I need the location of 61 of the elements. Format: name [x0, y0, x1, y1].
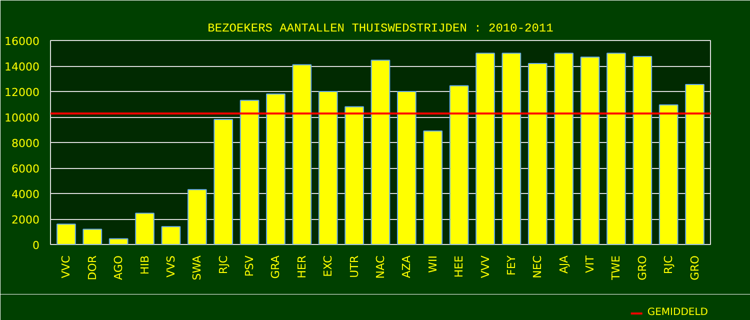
legend-label: GEMIDDELD: [647, 307, 708, 318]
y-tick-label: 14000: [4, 60, 40, 74]
y-tick-label: 2000: [12, 214, 40, 226]
bar: [606, 52, 626, 244]
x-tick-label: WII: [426, 255, 440, 273]
bar: [685, 84, 704, 244]
x-tick-label: PSV: [243, 255, 256, 277]
x-tick-label: AZA: [400, 255, 414, 278]
bar: [161, 226, 181, 244]
bar: [188, 189, 207, 244]
x-tick-label: TWE: [610, 255, 623, 282]
bar: [370, 60, 390, 244]
bar: [632, 56, 652, 244]
x-tick-label: VVV: [478, 255, 492, 278]
x-tick-label: SWA: [190, 255, 204, 280]
x-tick-label: UTR: [348, 255, 361, 278]
bar: [449, 85, 469, 244]
chart-title: BEZOEKERS AANTALLEN THUISWEDSTRIJDEN : 2010-2011: [208, 22, 554, 36]
bar: [423, 130, 443, 244]
x-tick-label: GRO: [636, 255, 649, 280]
x-tick-label: AGO: [112, 255, 126, 280]
x-tick-label: DOR: [86, 255, 99, 280]
bar: [344, 106, 364, 244]
bar: [214, 119, 234, 244]
bar: [476, 52, 495, 244]
bar: [502, 52, 522, 244]
bar: [266, 94, 286, 244]
bar: [240, 100, 260, 244]
bar: [397, 91, 416, 244]
y-tick-label: 4000: [12, 188, 40, 201]
y-tick-label: 16000: [4, 35, 40, 48]
x-tick-label: RJC: [662, 255, 676, 274]
bar: [658, 104, 678, 244]
x-tick-label: VIT: [584, 255, 597, 273]
bar: [56, 224, 76, 244]
y-tick-label: 6000: [12, 162, 40, 176]
x-tick-label: GRA: [269, 255, 282, 279]
bar: [318, 91, 338, 244]
y-tick-label: 12000: [4, 86, 40, 99]
y-tick-label: 10000: [4, 112, 40, 124]
x-tick-label: VVS: [164, 255, 178, 278]
bar: [580, 56, 600, 244]
x-tick-label: RJC: [216, 255, 230, 274]
y-tick-label: 0: [32, 239, 40, 252]
bar: [135, 212, 154, 244]
x-tick-label: HEE: [452, 255, 466, 278]
bar: [108, 238, 128, 244]
bar: [554, 52, 574, 244]
x-tick-label: NAC: [374, 255, 387, 279]
x-tick-label: NEC: [531, 255, 544, 278]
bar: [82, 228, 102, 244]
y-tick-label: 8000: [12, 137, 40, 150]
x-tick-label: AJA: [557, 255, 570, 274]
x-tick-label: HIB: [138, 256, 152, 275]
x-tick-label: FEY: [504, 255, 518, 276]
bar: [528, 62, 548, 244]
x-tick-label: VVC: [60, 255, 73, 278]
x-tick-label: GRO: [688, 255, 702, 280]
bar: [292, 64, 312, 244]
x-tick-label: EXC: [322, 255, 335, 277]
x-tick-label: HER: [295, 255, 308, 278]
